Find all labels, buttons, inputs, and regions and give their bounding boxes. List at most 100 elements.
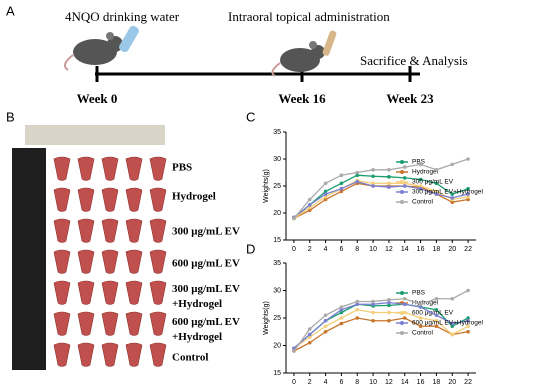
series-line (293, 317, 469, 352)
point (339, 173, 344, 177)
point (434, 313, 439, 318)
tongue (77, 249, 95, 274)
legend-marker (400, 321, 404, 325)
legend-marker (400, 311, 404, 315)
point (371, 181, 375, 186)
point (371, 184, 375, 188)
point (307, 203, 312, 207)
point (387, 175, 391, 179)
x-tick-label: 20 (448, 379, 456, 386)
point (371, 302, 375, 307)
point (402, 302, 407, 307)
point (402, 176, 407, 180)
x-tick-label: 6 (339, 379, 343, 386)
point (307, 327, 312, 331)
x-tick-label: 2 (308, 379, 312, 386)
point (466, 157, 470, 161)
point (323, 189, 328, 194)
tongue (149, 342, 167, 367)
x-tick-label: 22 (464, 246, 472, 253)
point (387, 168, 391, 172)
x-tick-label: 16 (417, 246, 425, 253)
point (355, 316, 360, 320)
legend-marker (400, 180, 404, 184)
tongue (53, 342, 71, 367)
point (355, 179, 360, 184)
point (307, 208, 312, 213)
tongue (53, 249, 71, 274)
point (323, 313, 328, 318)
x-tick-label: 10 (369, 379, 377, 386)
point (371, 174, 375, 179)
point (466, 316, 470, 320)
series-line (293, 289, 469, 352)
y-tick-label: 30 (273, 156, 281, 163)
legend-marker (400, 160, 404, 164)
point (371, 299, 375, 304)
series-line (293, 174, 469, 219)
x-tick-label: 20 (448, 246, 456, 253)
point (387, 185, 391, 189)
tongue (53, 280, 71, 305)
point (339, 310, 344, 315)
point (402, 296, 407, 301)
point (371, 318, 375, 323)
point (466, 329, 470, 334)
legend-marker (400, 291, 404, 295)
legend-label: PBS (412, 159, 426, 166)
series-line (293, 309, 469, 349)
week-label: Week 23 (386, 91, 434, 106)
tongue (125, 342, 143, 367)
point (292, 216, 296, 221)
group-label: PBS (172, 162, 192, 174)
group-label: Hydrogel (172, 191, 216, 203)
x-tick-label: 10 (369, 246, 377, 253)
point (387, 310, 391, 315)
point (418, 177, 423, 182)
point (434, 181, 439, 186)
tongue (101, 311, 119, 336)
panel-label: A (6, 3, 15, 18)
point (355, 170, 360, 175)
tongue (101, 280, 119, 305)
point (387, 181, 391, 186)
point (339, 181, 344, 186)
timeline: 4NQO drinking water Intraoral topical ad… (63, 9, 468, 106)
x-tick-label: 0 (292, 379, 296, 386)
point (434, 192, 439, 196)
point (402, 184, 407, 188)
point (434, 296, 439, 301)
y-tick-label: 30 (273, 287, 281, 294)
point (450, 196, 455, 200)
point (339, 186, 344, 191)
tongue (77, 311, 95, 336)
point (450, 332, 455, 337)
tongue (125, 280, 143, 305)
point (307, 340, 312, 345)
point (466, 192, 470, 196)
tongue (77, 280, 95, 305)
point (434, 168, 439, 172)
x-tick-label: 14 (401, 379, 409, 386)
tongue (101, 156, 119, 181)
point (387, 303, 391, 308)
legend-label: 300 μg/mL EV (412, 179, 454, 186)
point (323, 318, 328, 323)
tongue (77, 218, 95, 243)
point (418, 305, 423, 309)
point (355, 299, 360, 304)
point (387, 298, 391, 302)
x-tick-label: 0 (292, 246, 296, 253)
tongue (149, 187, 167, 212)
x-tick-label: 12 (385, 246, 393, 253)
point (434, 324, 439, 329)
tongue (125, 311, 143, 336)
tongue (149, 156, 167, 181)
group-label: 300 μg/mL EV (172, 226, 240, 238)
tongue (125, 156, 143, 181)
x-tick-label: 18 (433, 246, 441, 253)
point (402, 165, 407, 169)
tongue (149, 218, 167, 243)
panel-label: D (246, 241, 255, 256)
tongue (77, 156, 95, 181)
